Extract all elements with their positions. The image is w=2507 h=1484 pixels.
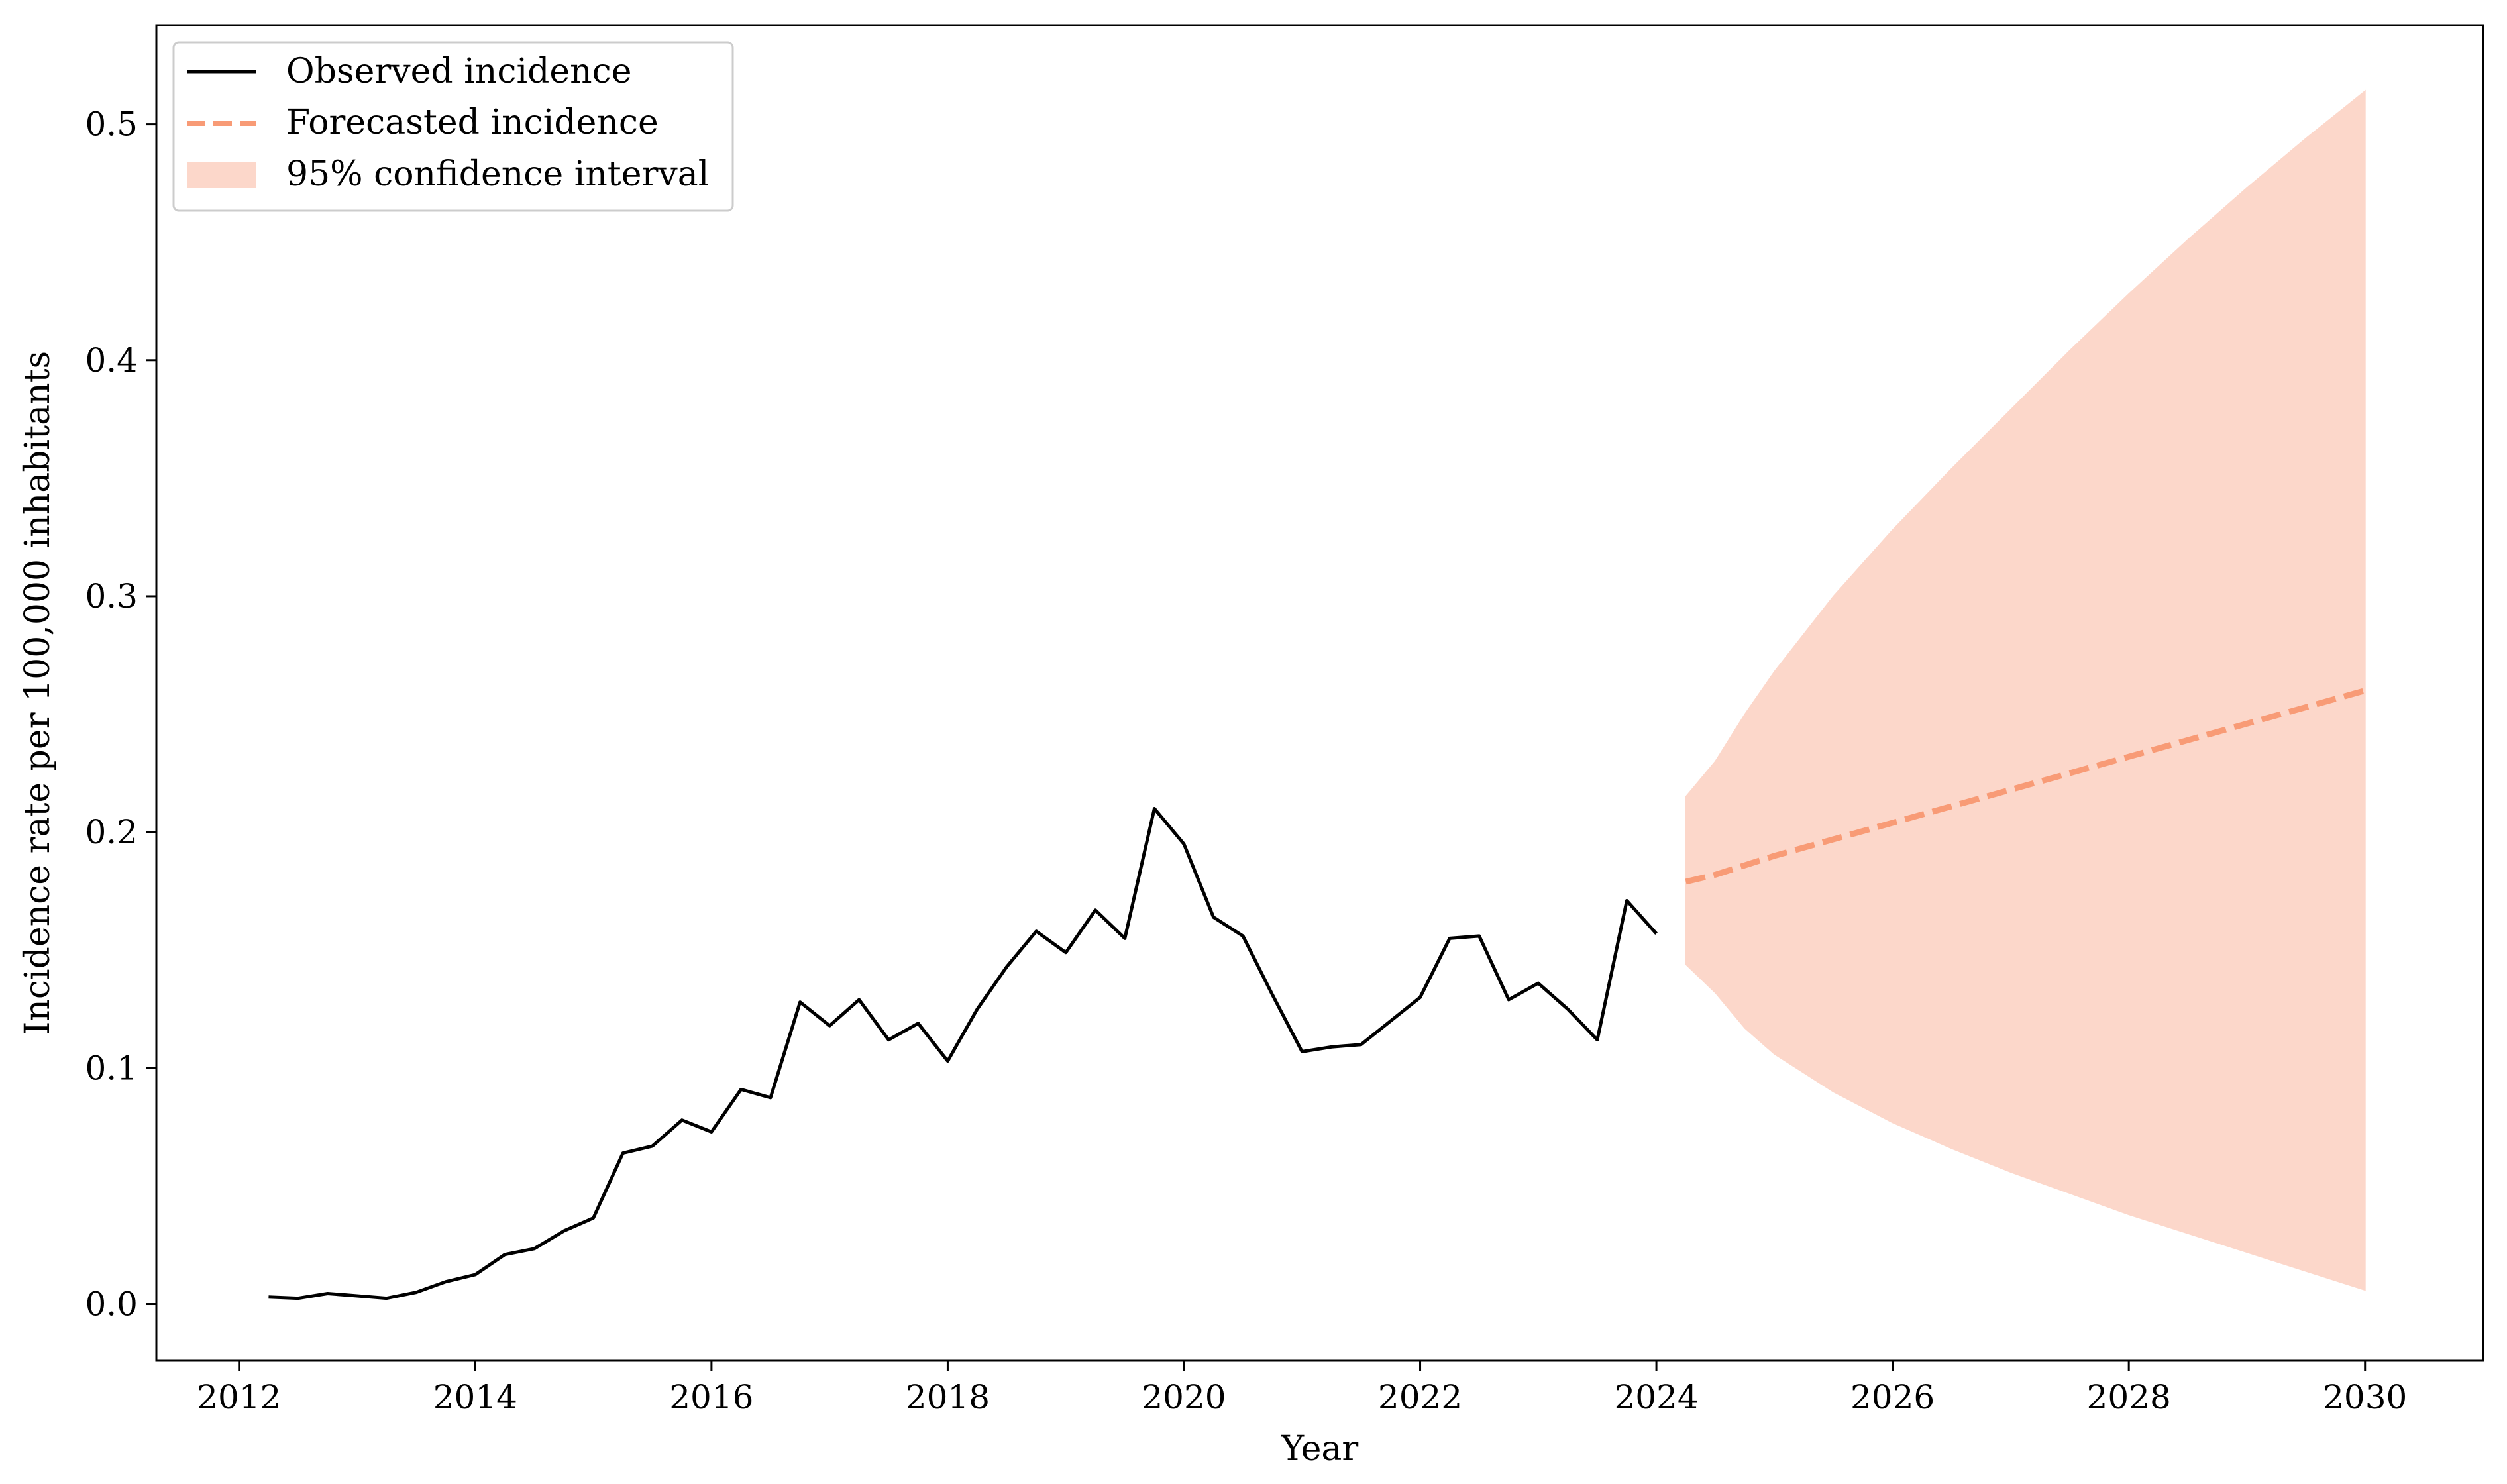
y-axis: 0.0 0.1 0.2 0.3 0.4 0.5 (85, 105, 156, 1324)
x-tick-label: 2024 (1614, 1378, 1698, 1416)
x-axis-title: Year (1281, 1429, 1359, 1469)
forecast-incidence-line (1685, 688, 2366, 885)
x-tick-label: 2014 (433, 1378, 517, 1416)
legend-band-label: 95% confidence interval (286, 154, 709, 194)
x-tick-label: 2026 (1850, 1378, 1935, 1416)
x-tick-label: 2030 (2323, 1378, 2407, 1416)
x-tick-label: 2028 (2087, 1378, 2171, 1416)
x-tick-label: 2016 (669, 1378, 753, 1416)
plot-frame (155, 24, 2484, 1362)
y-tick-label: 0.2 (85, 813, 138, 851)
x-axis: 2012 2014 2016 2018 2020 2022 2024 2026 2028 2030 (197, 1361, 2407, 1416)
y-tick-label: 0.3 (85, 577, 138, 615)
y-tick-label: 0.4 (85, 341, 138, 380)
observed-incidence-line (268, 807, 1658, 1300)
y-tick-label: 0.0 (85, 1285, 138, 1324)
y-tick-label: 0.5 (85, 105, 138, 144)
confidence-band (1685, 89, 2366, 1291)
y-tick-label: 0.1 (85, 1049, 138, 1087)
legend-band-swatch (187, 162, 256, 188)
series-layer (268, 688, 2366, 1300)
legend-observed-label: Observed incidence (286, 52, 632, 91)
confidence-band-layer (1685, 89, 2366, 1291)
y-axis-title: Incidence rate per 100,000 inhabitants (18, 351, 58, 1035)
legend: Observed incidence Forecasted incidence … (172, 41, 734, 212)
x-tick-label: 2012 (197, 1378, 281, 1416)
legend-box (172, 41, 734, 212)
x-tick-label: 2018 (906, 1378, 990, 1416)
x-tick-label: 2022 (1378, 1378, 1462, 1416)
legend-forecast-label: Forecasted incidence (286, 103, 659, 142)
x-tick-label: 2020 (1142, 1378, 1226, 1416)
